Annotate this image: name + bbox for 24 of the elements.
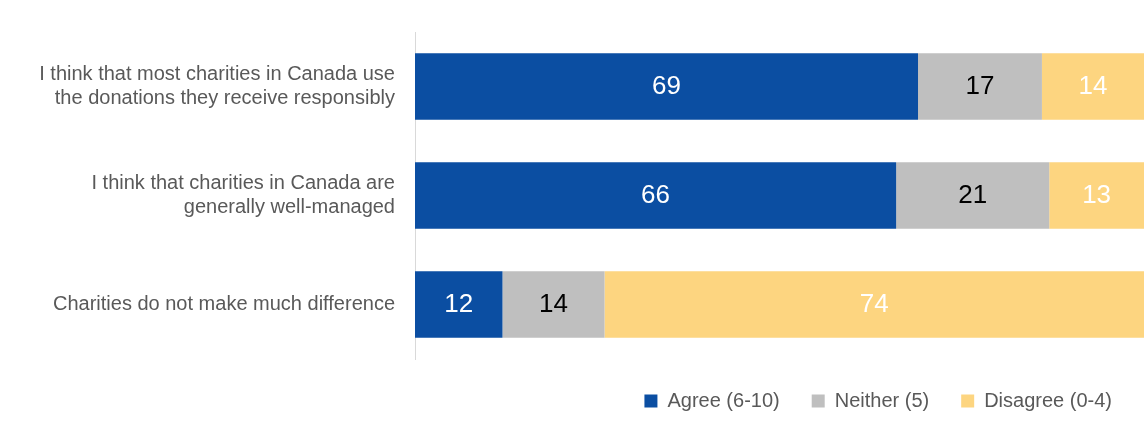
bar: [415, 271, 503, 338]
data-label: 21: [958, 178, 988, 209]
y-tick-label: I think that charities in Canada are generally well-managed: [91, 171, 395, 218]
bar: [1049, 162, 1144, 229]
legend-label: Neither (5): [834, 388, 930, 411]
legend-label: Agree (6-10): [667, 388, 780, 411]
bar: [415, 53, 919, 120]
data-label: 74: [859, 287, 889, 318]
data-label: 14: [1078, 69, 1108, 100]
y-tick-label: I think that most charities in Canada use the donations they receive responsibly: [39, 62, 395, 109]
bar: [604, 271, 1144, 338]
data-label: 13: [1082, 178, 1112, 209]
data-label: 69: [652, 69, 681, 100]
bar: [502, 271, 605, 338]
y-tick-label: Charities do not make much difference: [52, 292, 395, 315]
data-label: 66: [641, 178, 671, 209]
legend-label: Disagree (0-4): [984, 388, 1113, 411]
data-label: 12: [444, 287, 474, 318]
bar: [415, 162, 897, 229]
bar: [896, 162, 1050, 229]
data-label: 14: [539, 287, 568, 318]
data-label: 17: [965, 69, 995, 100]
bar: [918, 53, 1042, 120]
bar: [1041, 53, 1144, 120]
